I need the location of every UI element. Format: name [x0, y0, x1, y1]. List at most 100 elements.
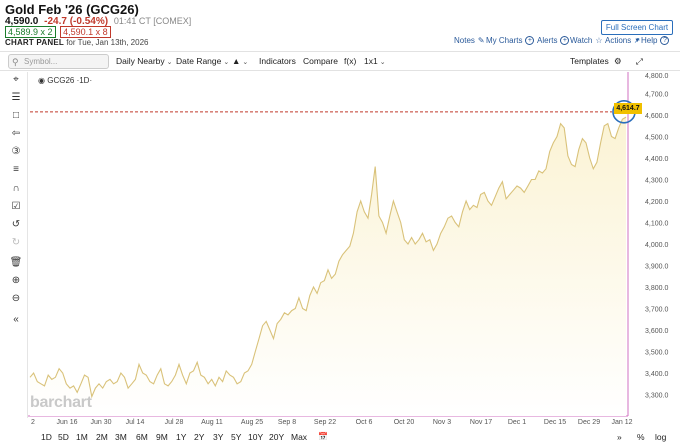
trash-icon[interactable]: 🗑 — [9, 257, 23, 268]
alerts-link[interactable]: Alerts + — [534, 36, 570, 45]
period-button-1m[interactable]: 1M — [76, 432, 88, 442]
period-bar: 1D 5D 1M 2M 3M 6M 9M 1Y 2Y 3Y 5Y 10Y 20Y Max 📅 » % log — [0, 428, 680, 446]
y-tick-label: 4,700.0 — [645, 92, 668, 99]
date-range-dropdown[interactable]: Date Range ⌄ — [176, 56, 229, 66]
x-tick-label: Dec 15 — [544, 419, 566, 426]
y-tick-label: 4,300.0 — [645, 178, 668, 185]
collapse-icon[interactable]: « — [13, 314, 19, 325]
x-tick-label: Jan 12 — [611, 419, 632, 426]
actions-menu[interactable]: Actions ▼ — [602, 36, 640, 45]
y-tick-label: 4,100.0 — [645, 221, 668, 228]
question-icon: ? — [660, 36, 670, 45]
chevron-down-icon: ⌄ — [379, 59, 386, 66]
x-tick-label: Oct 20 — [394, 419, 415, 426]
trendline-icon[interactable]: ☰ — [11, 92, 21, 103]
price-line: 4,590.0 -24.7 (-0.54%) 01:41 CT [COMEX] — [5, 16, 191, 27]
gear-icon[interactable]: ⚙ — [614, 56, 622, 66]
plus-icon: + — [560, 36, 570, 45]
period-button-9m[interactable]: 9M — [156, 432, 168, 442]
price-change: -24.7 (-0.54%) — [44, 16, 109, 27]
y-tick-label: 3,800.0 — [645, 285, 668, 292]
zoom-in-icon[interactable]: ⊕ — [11, 275, 21, 286]
notes-link[interactable]: Notes ✎ — [451, 36, 485, 45]
bid-ask: 4,589.9 x 2 4,590.1 x 8 — [5, 26, 111, 38]
templates-button[interactable]: Templates — [570, 56, 609, 66]
arrow-icon[interactable]: ⇦ — [11, 128, 21, 139]
period-button-2m[interactable]: 2M — [96, 432, 108, 442]
chart-type-dropdown[interactable]: ▲ ⌄ — [232, 56, 248, 66]
eye-icon[interactable]: ◉ — [38, 76, 45, 85]
period-button-3y[interactable]: 3Y — [213, 432, 224, 442]
crosshair-icon[interactable]: ⌖ — [13, 74, 19, 85]
chevron-down-icon: ▼ — [634, 37, 641, 44]
x-tick-label: Jul 28 — [165, 419, 184, 426]
period-button-3m[interactable]: 3M — [115, 432, 127, 442]
magnet-icon[interactable]: ∩ — [12, 183, 20, 194]
indicators-button[interactable]: Indicators — [259, 56, 296, 66]
rectangle-icon[interactable]: □ — [12, 110, 20, 121]
chart-panel-label: CHART PANEL for Tue, Jan 13th, 2026 — [5, 38, 148, 47]
symbol-search-input[interactable]: ⚲ Symbol... — [8, 54, 109, 69]
notes-icon: ✎ — [477, 36, 485, 45]
percent-toggle[interactable]: % — [637, 432, 645, 442]
y-tick-label: 3,400.0 — [645, 371, 668, 378]
x-tick-label: Aug 25 — [241, 419, 263, 426]
panel-title: CHART PANEL — [5, 38, 64, 47]
star-icon: ☆ — [595, 36, 603, 45]
price-chart[interactable]: 3,300.0 3,400.0 3,500.0 3,600.0 3,700.0 3,800… — [0, 72, 680, 428]
chevron-down-icon: ⌄ — [223, 59, 230, 66]
instrument-title: Gold Feb '26 (GCG26) — [5, 2, 139, 17]
x-tick-label: Aug 11 — [201, 419, 223, 426]
redo-icon[interactable]: ↻ — [11, 237, 21, 248]
period-button-max[interactable]: Max — [291, 432, 308, 442]
fx-button[interactable]: f(x) — [344, 56, 357, 66]
x-tick-label: Oct 6 — [356, 419, 373, 426]
fibonacci-icon[interactable]: ≡ — [13, 164, 19, 175]
layout-label: 1x1 — [364, 56, 378, 66]
x-tick-label: Sep 8 — [278, 419, 296, 426]
my-charts-link[interactable]: My Charts + — [483, 36, 535, 45]
log-toggle[interactable]: log — [655, 432, 667, 442]
last-price-tag: 4,614.7 — [614, 103, 642, 114]
expand-icon[interactable]: ⤢ — [636, 56, 643, 66]
help-link[interactable]: Help ? — [638, 36, 670, 45]
lock-icon[interactable]: ☑ — [11, 201, 21, 212]
full-screen-chart-button[interactable]: Full Screen Chart ↗ — [601, 20, 673, 45]
period-button-2y[interactable]: 2Y — [194, 432, 205, 442]
legend-text: GCG26 ·1D· — [47, 76, 93, 85]
x-tick-label: Jul 14 — [126, 419, 145, 426]
period-button-6m[interactable]: 6M — [136, 432, 148, 442]
period-button-5y[interactable]: 5Y — [231, 432, 242, 442]
y-tick-label: 4,000.0 — [645, 242, 668, 249]
calendar-icon[interactable]: 📅 — [318, 432, 328, 441]
x-tick-label: Jun 16 — [56, 419, 77, 426]
zoom-out-icon[interactable]: ⊖ — [11, 293, 21, 304]
ask-value: 4,590.1 x 8 — [60, 26, 111, 38]
interval-dropdown[interactable]: Daily Nearby ⌄ — [116, 56, 173, 66]
y-tick-label: 4,200.0 — [645, 199, 668, 206]
watch-link[interactable]: Watch ☆ — [567, 36, 603, 45]
period-button-1y[interactable]: 1Y — [176, 432, 187, 442]
y-tick-label: 4,500.0 — [645, 135, 668, 142]
counter-icon[interactable]: ③ — [11, 146, 21, 157]
y-tick-label: 3,600.0 — [645, 328, 668, 335]
plus-icon: + — [525, 36, 535, 45]
chevron-down-icon: ⌄ — [242, 59, 249, 66]
date-range-label: Date Range — [176, 56, 222, 66]
compare-button[interactable]: Compare — [303, 56, 338, 66]
x-tick-label: Dec 29 — [578, 419, 600, 426]
period-button-5d[interactable]: 5D — [58, 432, 69, 442]
layout-dropdown[interactable]: 1x1 ⌄ — [364, 56, 386, 66]
actions-label: Actions — [605, 36, 632, 45]
x-tick-label: Sep 22 — [314, 419, 336, 426]
scroll-end-icon[interactable]: » — [617, 432, 622, 442]
undo-icon[interactable]: ↺ — [11, 219, 21, 230]
y-tick-label: 4,800.0 — [645, 73, 668, 80]
period-button-10y[interactable]: 10Y — [248, 432, 264, 442]
price-line — [29, 116, 627, 399]
period-button-1d[interactable]: 1D — [41, 432, 52, 442]
alerts-label: Alerts — [537, 36, 558, 45]
x-tick-label: Nov 17 — [470, 419, 492, 426]
chart-toolbar: ⚲ Symbol... Daily Nearby ⌄ Date Range ⌄ ▲ ⌄… — [0, 51, 680, 71]
period-button-20y[interactable]: 20Y — [269, 432, 285, 442]
